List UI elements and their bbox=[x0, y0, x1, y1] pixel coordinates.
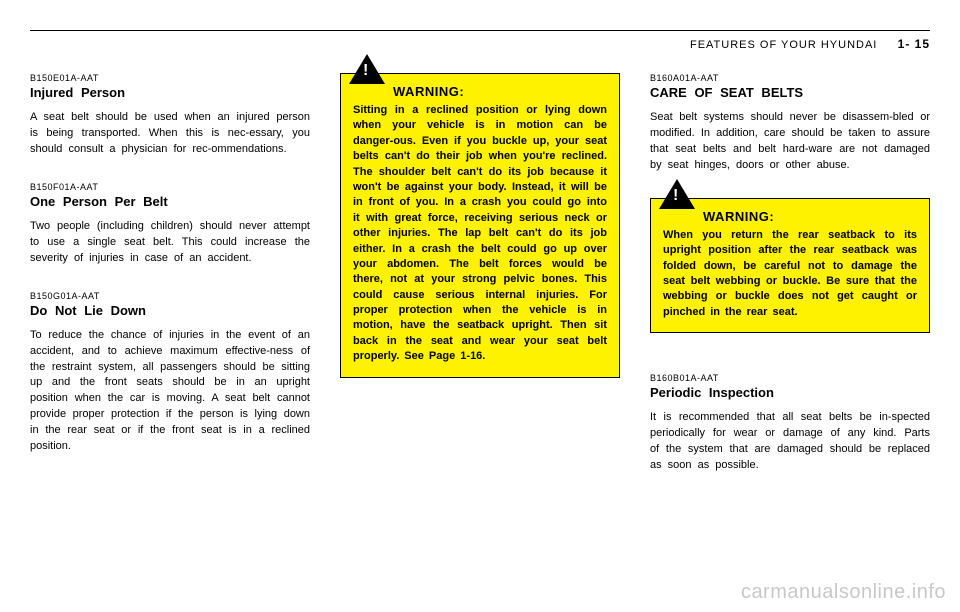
section-one-person: B150F01A-AAT One Person Per Belt Two peo… bbox=[30, 182, 310, 267]
section-care-of-belts: B160A01A-AAT CARE OF SEAT BELTS Seat bel… bbox=[650, 73, 930, 174]
section-title: Do Not Lie Down bbox=[30, 303, 310, 318]
section-body: To reduce the chance of injuries in the … bbox=[30, 328, 310, 456]
warning-body: When you return the rear seatback to its… bbox=[663, 228, 917, 320]
warning-icon bbox=[659, 179, 695, 209]
section-code: B160B01A-AAT bbox=[650, 373, 930, 383]
section-code: B150G01A-AAT bbox=[30, 291, 310, 301]
section-code: B150F01A-AAT bbox=[30, 182, 310, 192]
page-header: FEATURES OF YOUR HYUNDAI 1- 15 bbox=[30, 37, 930, 51]
section-injured-person: B150E01A-AAT Injured Person A seat belt … bbox=[30, 73, 310, 158]
warning-box-reclined: WARNING: Sitting in a reclined position … bbox=[340, 73, 620, 378]
section-title: One Person Per Belt bbox=[30, 194, 310, 209]
section-body: A seat belt should be used when an injur… bbox=[30, 110, 310, 158]
section-code: B160A01A-AAT bbox=[650, 73, 930, 83]
section-code: B150E01A-AAT bbox=[30, 73, 310, 83]
page-number: 1- 15 bbox=[898, 37, 930, 51]
section-body: Two people (including children) should n… bbox=[30, 219, 310, 267]
section-periodic-inspection: B160B01A-AAT Periodic Inspection It is r… bbox=[650, 373, 930, 474]
header-rule bbox=[30, 30, 930, 31]
section-title: CARE OF SEAT BELTS bbox=[650, 85, 930, 100]
watermark: carmanualsonline.info bbox=[741, 581, 946, 604]
warning-label: WARNING: bbox=[703, 209, 917, 224]
page: FEATURES OF YOUR HYUNDAI 1- 15 B150E01A-… bbox=[30, 0, 930, 498]
section-body: It is recommended that all seat belts be… bbox=[650, 410, 930, 474]
content-columns: B150E01A-AAT Injured Person A seat belt … bbox=[30, 73, 930, 498]
column-2: WARNING: Sitting in a reclined position … bbox=[340, 73, 620, 498]
warning-icon bbox=[349, 54, 385, 84]
column-3: B160A01A-AAT CARE OF SEAT BELTS Seat bel… bbox=[650, 73, 930, 498]
warning-label: WARNING: bbox=[393, 84, 607, 99]
column-1: B150E01A-AAT Injured Person A seat belt … bbox=[30, 73, 310, 498]
warning-body: Sitting in a reclined position or lying … bbox=[353, 103, 607, 365]
warning-box-seatback: WARNING: When you return the rear seatba… bbox=[650, 198, 930, 333]
chapter-title: FEATURES OF YOUR HYUNDAI bbox=[690, 39, 877, 51]
section-title: Periodic Inspection bbox=[650, 385, 930, 400]
section-body: Seat belt systems should never be disass… bbox=[650, 110, 930, 174]
section-title: Injured Person bbox=[30, 85, 310, 100]
section-do-not-lie: B150G01A-AAT Do Not Lie Down To reduce t… bbox=[30, 291, 310, 456]
